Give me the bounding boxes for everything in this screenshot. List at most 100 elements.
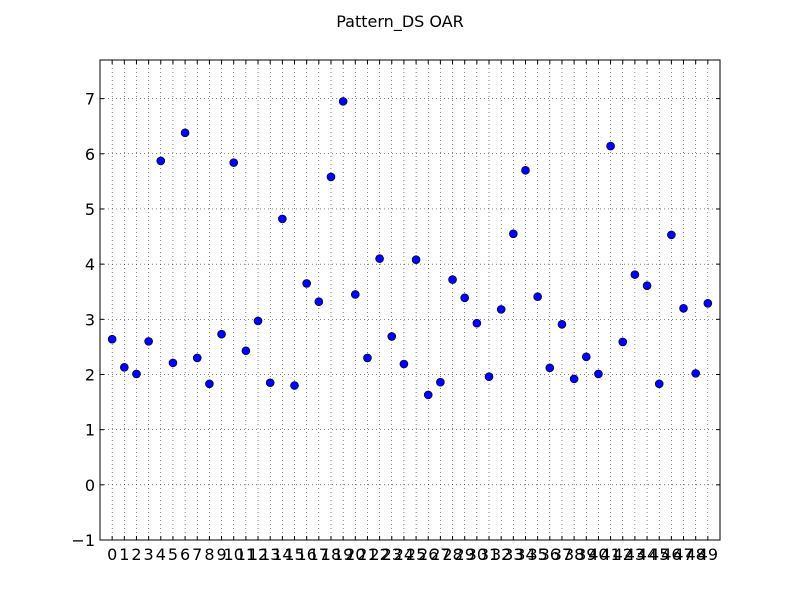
data-point bbox=[436, 377, 445, 387]
x-tick-label: 47 bbox=[673, 545, 693, 564]
x-tick-label: 26 bbox=[418, 545, 438, 564]
data-point bbox=[180, 128, 190, 138]
data-point bbox=[132, 369, 141, 379]
plot-frame bbox=[99, 59, 721, 541]
data-point bbox=[338, 97, 348, 106]
data-point bbox=[703, 299, 713, 308]
data-point bbox=[448, 275, 457, 284]
x-tick-label: 35 bbox=[527, 545, 547, 564]
x-tick-label: 27 bbox=[430, 545, 450, 564]
x-tick-label: 34 bbox=[515, 545, 535, 564]
x-tick-label: 32 bbox=[491, 545, 511, 564]
x-tick-label: 33 bbox=[503, 545, 523, 564]
y-tick-labels: −1 0 1 2 3 4 5 6 7 bbox=[71, 90, 95, 550]
x-tick-label: 16 bbox=[296, 545, 316, 564]
x-tick-label: 17 bbox=[309, 545, 329, 564]
data-point bbox=[192, 353, 202, 363]
x-tick-label: 7 bbox=[192, 545, 202, 564]
data-point bbox=[630, 270, 640, 279]
data-point bbox=[484, 372, 494, 381]
y-tick-label: −1 bbox=[71, 531, 95, 550]
data-point bbox=[679, 303, 688, 313]
data-point bbox=[557, 319, 567, 329]
data-point bbox=[411, 255, 421, 265]
x-tick-label: 43 bbox=[625, 545, 645, 564]
data-point bbox=[278, 214, 287, 224]
data-point bbox=[363, 353, 372, 363]
data-point bbox=[302, 279, 311, 288]
data-point bbox=[533, 292, 542, 301]
x-tick-label: 12 bbox=[248, 545, 268, 564]
data-point bbox=[156, 156, 166, 166]
x-tick-label: 8 bbox=[204, 545, 214, 564]
x-tick-label: 46 bbox=[661, 545, 681, 564]
grid bbox=[100, 60, 720, 541]
x-tick-label: 44 bbox=[637, 545, 657, 564]
y-tick-label: 7 bbox=[85, 90, 95, 109]
data-point bbox=[667, 230, 676, 240]
chart-title: Pattern_DS OAR bbox=[336, 12, 464, 32]
x-tick-label: 39 bbox=[576, 545, 596, 564]
data-point bbox=[423, 390, 433, 400]
data-point bbox=[168, 358, 178, 368]
x-tick-label: 13 bbox=[260, 545, 280, 564]
x-tick-label: 38 bbox=[564, 545, 584, 564]
data-point bbox=[399, 359, 409, 369]
x-tick-label: 31 bbox=[479, 545, 499, 564]
x-tick-label: 18 bbox=[321, 545, 341, 564]
x-tick-label: 20 bbox=[345, 545, 365, 564]
data-point bbox=[375, 254, 384, 263]
x-tick-label: 45 bbox=[649, 545, 669, 564]
x-tick-label: 11 bbox=[236, 545, 256, 564]
data-point bbox=[241, 346, 251, 356]
x-tick-label: 5 bbox=[168, 545, 178, 564]
y-tick-label: 5 bbox=[85, 200, 95, 219]
x-tick-label: 3 bbox=[144, 545, 154, 564]
x-tick-label: 28 bbox=[442, 545, 462, 564]
data-point bbox=[569, 374, 579, 384]
x-tick-labels: 0 1 2 3 4 5 6 7 8 9101112131415161718192021222324… bbox=[107, 545, 718, 564]
x-tick-label: 6 bbox=[180, 545, 190, 564]
x-tick-label: 21 bbox=[357, 545, 377, 564]
data-point bbox=[581, 352, 591, 362]
x-tick-label: 1 bbox=[119, 545, 129, 564]
data-point bbox=[472, 318, 482, 328]
x-tick-label: 4 bbox=[156, 545, 166, 564]
y-tick-label: 2 bbox=[85, 365, 95, 384]
x-tick-label: 10 bbox=[224, 545, 244, 564]
data-points bbox=[107, 97, 713, 400]
data-point bbox=[107, 334, 117, 344]
x-tick-label: 40 bbox=[588, 545, 608, 564]
x-tick-label: 23 bbox=[382, 545, 402, 564]
y-tick-label: 0 bbox=[85, 476, 95, 495]
x-tick-label: 30 bbox=[467, 545, 487, 564]
x-tick-label: 49 bbox=[698, 545, 718, 564]
data-point bbox=[205, 379, 214, 389]
data-point bbox=[350, 290, 360, 299]
x-tick-label: 19 bbox=[333, 545, 353, 564]
y-tick-label: 3 bbox=[85, 310, 95, 329]
data-point bbox=[314, 297, 324, 306]
x-tick-label: 48 bbox=[686, 545, 706, 564]
x-tick-label: 37 bbox=[552, 545, 572, 564]
data-point bbox=[545, 363, 555, 373]
x-tick-label: 22 bbox=[369, 545, 389, 564]
x-tick-label: 9 bbox=[216, 545, 226, 564]
x-tick-label: 41 bbox=[600, 545, 620, 564]
x-tick-label: 2 bbox=[131, 545, 141, 564]
data-point bbox=[120, 363, 129, 372]
x-tick-label: 29 bbox=[455, 545, 475, 564]
data-point bbox=[654, 379, 664, 389]
data-point bbox=[460, 293, 470, 303]
x-tick-label: 25 bbox=[406, 545, 426, 564]
data-point bbox=[387, 332, 397, 341]
x-tick-label: 0 bbox=[107, 545, 117, 564]
y-tick-label: 1 bbox=[85, 421, 95, 440]
data-point bbox=[521, 166, 530, 175]
data-point bbox=[618, 337, 628, 347]
data-point bbox=[496, 305, 506, 314]
data-point bbox=[509, 229, 518, 239]
data-point bbox=[265, 378, 275, 388]
data-point bbox=[594, 369, 603, 379]
